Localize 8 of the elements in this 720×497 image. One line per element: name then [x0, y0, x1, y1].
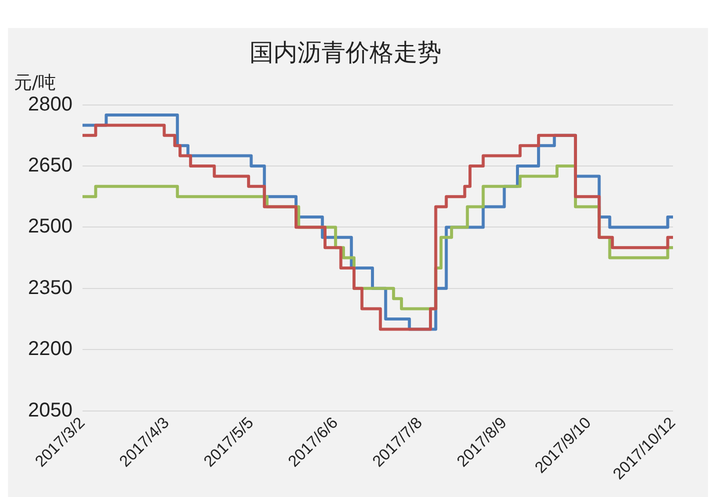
y-tick-label: 2800 [28, 93, 72, 116]
y-tick-label: 2650 [28, 154, 72, 177]
y-axis-title: 元/吨 [14, 72, 56, 94]
y-tick-label: 2050 [28, 399, 72, 422]
y-tick-label: 2200 [28, 338, 72, 360]
y-tick-label: 2500 [28, 216, 72, 238]
y-tick-label: 2350 [28, 276, 72, 299]
chart-title: 国内沥青价格走势 [250, 38, 442, 67]
